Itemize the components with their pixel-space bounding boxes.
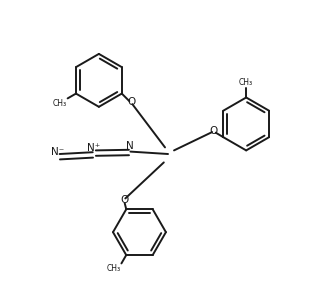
Text: CH₃: CH₃ — [52, 99, 67, 108]
Text: N⁻: N⁻ — [51, 146, 64, 157]
Text: O: O — [210, 127, 218, 137]
Text: N⁺: N⁺ — [87, 143, 100, 153]
Text: N: N — [126, 141, 134, 151]
Text: O: O — [120, 195, 128, 205]
Text: O: O — [127, 97, 135, 107]
Text: CH₃: CH₃ — [107, 264, 121, 273]
Text: CH₃: CH₃ — [239, 78, 253, 87]
